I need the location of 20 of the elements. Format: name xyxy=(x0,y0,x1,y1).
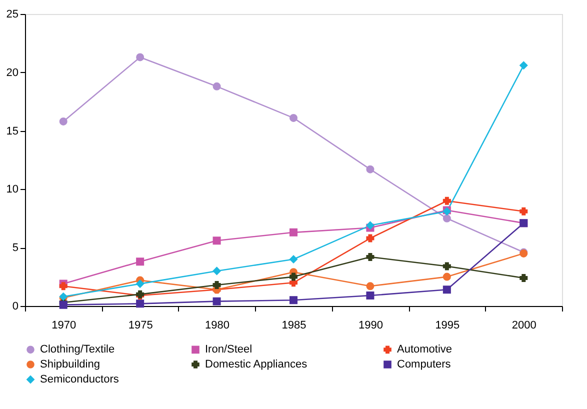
legend-label: Automotive xyxy=(397,344,452,356)
legend-label: Clothing/Textile xyxy=(40,344,115,356)
x-tick-label: 1985 xyxy=(282,320,306,332)
legend-label: Iron/Steel xyxy=(205,344,252,356)
y-tick-label: 10 xyxy=(6,184,18,196)
y-tick-label: 5 xyxy=(12,242,18,254)
y-tick-label: 25 xyxy=(6,8,18,20)
y-tick-label: 20 xyxy=(6,66,18,79)
x-tick-label: 1995 xyxy=(435,320,460,332)
legend-label: Semiconductors xyxy=(40,374,120,386)
x-tick-label: 1970 xyxy=(52,320,76,332)
legend-label: Computers xyxy=(397,358,452,370)
y-tick-label: 15 xyxy=(6,125,18,138)
x-tick-label: 2000 xyxy=(512,320,536,332)
legend-label: Shipbuilding xyxy=(40,358,100,370)
x-tick-label: 1975 xyxy=(128,320,153,332)
y-tick-label: 0 xyxy=(12,300,18,312)
legend-label: Domestic Appliances xyxy=(205,358,308,370)
x-tick-label: 1990 xyxy=(358,320,383,332)
x-tick-label: 1980 xyxy=(205,320,230,332)
